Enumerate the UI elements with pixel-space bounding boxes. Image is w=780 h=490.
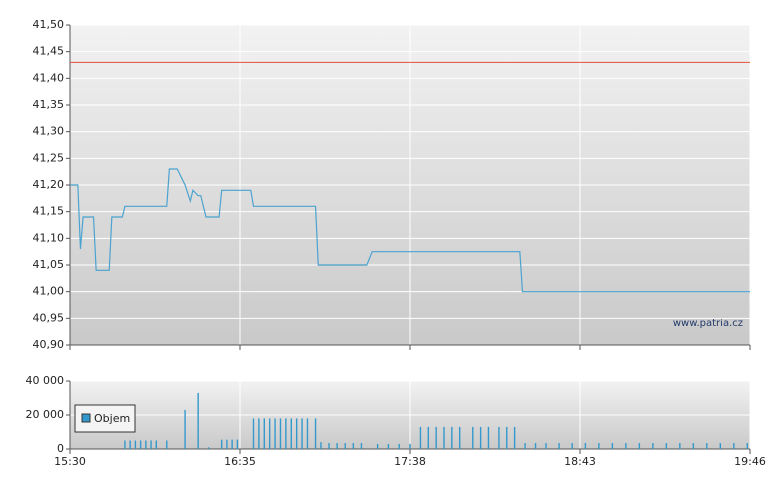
volume-bar bbox=[336, 443, 338, 449]
volume-bar bbox=[513, 426, 516, 449]
volume-bar bbox=[534, 443, 537, 449]
x-tick-label: 18:43 bbox=[564, 455, 596, 468]
volume-bar bbox=[545, 443, 547, 449]
volume-bar bbox=[314, 418, 317, 449]
volume-bar bbox=[295, 418, 298, 449]
legend-swatch bbox=[81, 413, 91, 423]
volume-bar bbox=[328, 443, 330, 449]
y-tick-label: 41,30 bbox=[33, 125, 65, 138]
volume-bar bbox=[746, 443, 749, 449]
volume-bar bbox=[155, 440, 158, 449]
volume-bar bbox=[524, 443, 526, 449]
y-tick-label: 40,95 bbox=[33, 311, 65, 324]
volume-bar bbox=[376, 443, 379, 449]
volume-bar bbox=[611, 443, 614, 449]
y-tick-label: 41,50 bbox=[33, 18, 65, 31]
y-tick-label: 41,15 bbox=[33, 205, 65, 218]
volume-bar bbox=[301, 418, 303, 449]
volume-bar bbox=[263, 418, 265, 449]
volume-bar bbox=[458, 426, 461, 449]
legend-label: Objem bbox=[94, 412, 130, 425]
volume-bar bbox=[124, 440, 126, 449]
volume-bar bbox=[252, 418, 255, 449]
volume-bar bbox=[285, 418, 287, 449]
volume-bar bbox=[558, 443, 560, 449]
volume-bar bbox=[487, 426, 490, 449]
volume-bar bbox=[166, 440, 168, 449]
volume-bar bbox=[398, 443, 400, 449]
x-tick-label: 16:35 bbox=[224, 455, 256, 468]
volume-bar bbox=[184, 409, 186, 449]
volume-bar bbox=[451, 426, 453, 449]
volume-bar bbox=[197, 392, 199, 449]
y-tick-label: 41,10 bbox=[33, 231, 65, 244]
volume-bar bbox=[290, 418, 292, 449]
volume-bar bbox=[145, 440, 147, 449]
volume-bar bbox=[584, 443, 587, 449]
volume-bar bbox=[268, 418, 271, 449]
volume-bar bbox=[320, 442, 322, 449]
volume-bar bbox=[279, 418, 282, 449]
volume-bar bbox=[231, 439, 233, 449]
volume-bar bbox=[692, 443, 695, 449]
volume-bar bbox=[427, 426, 430, 449]
volume-bar bbox=[706, 443, 708, 449]
watermark: www.patria.cz bbox=[673, 318, 743, 329]
volume-bar bbox=[652, 443, 654, 449]
y-tick-label: 41,05 bbox=[33, 258, 65, 271]
volume-bar bbox=[360, 443, 363, 449]
volume-bar bbox=[472, 426, 474, 449]
volume-bar bbox=[220, 439, 223, 449]
y-tick-label: 20 000 bbox=[26, 408, 65, 421]
volume-bar bbox=[665, 443, 668, 449]
volume-bar bbox=[733, 443, 735, 449]
volume-bar bbox=[598, 443, 600, 449]
y-tick-label: 41,45 bbox=[33, 45, 65, 58]
volume-bar bbox=[435, 426, 437, 449]
volume-bar bbox=[679, 443, 681, 449]
y-tick-label: 41,20 bbox=[33, 178, 65, 191]
y-tick-label: 0 bbox=[57, 442, 64, 455]
y-tick-label: 41,00 bbox=[33, 285, 65, 298]
volume-bar bbox=[625, 443, 627, 449]
volume-bar bbox=[129, 440, 131, 449]
x-tick-label: 17:38 bbox=[394, 455, 426, 468]
volume-bar bbox=[306, 418, 309, 449]
volume-bar bbox=[344, 443, 346, 449]
volume-bar bbox=[139, 440, 142, 449]
x-tick-label: 15:30 bbox=[54, 455, 86, 468]
volume-bar bbox=[387, 443, 390, 449]
volume-bar bbox=[479, 426, 482, 449]
volume-bar bbox=[207, 447, 210, 449]
volume-bar bbox=[236, 439, 239, 449]
volume-bar bbox=[571, 443, 573, 449]
x-tick-label: 19:46 bbox=[734, 455, 766, 468]
y-tick-label: 40,90 bbox=[33, 338, 65, 351]
volume-bar bbox=[258, 418, 260, 449]
volume-bar bbox=[498, 426, 500, 449]
y-tick-label: 41,35 bbox=[33, 98, 65, 111]
volume-bar bbox=[134, 440, 137, 449]
y-tick-label: 41,25 bbox=[33, 151, 65, 164]
volume-bar bbox=[638, 443, 641, 449]
volume-bar bbox=[419, 426, 422, 449]
volume-bar bbox=[506, 426, 508, 449]
volume-bar bbox=[719, 443, 722, 449]
y-tick-label: 40 000 bbox=[26, 374, 65, 387]
price-line bbox=[70, 168, 750, 293]
volume-bar bbox=[226, 439, 228, 449]
volume-bar bbox=[352, 443, 355, 449]
volume-bar bbox=[274, 418, 276, 449]
volume-bar bbox=[443, 426, 445, 449]
volume-bar bbox=[409, 443, 411, 449]
volume-bar bbox=[150, 440, 152, 449]
y-tick-label: 41,40 bbox=[33, 71, 65, 84]
